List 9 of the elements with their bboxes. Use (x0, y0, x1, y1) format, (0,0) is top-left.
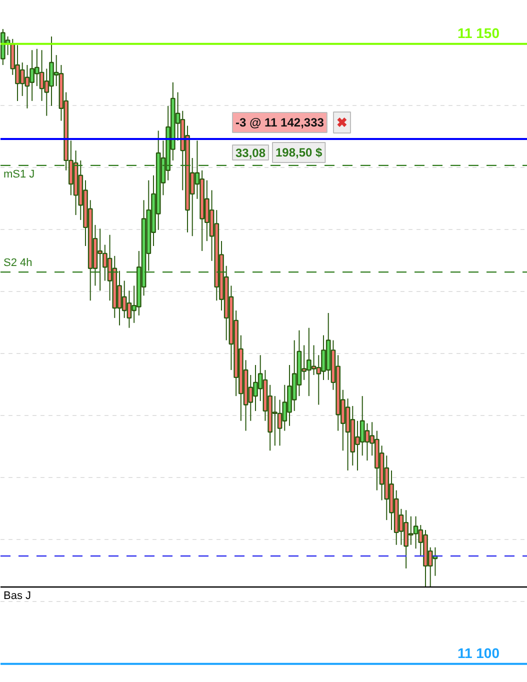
ref-line-label: 11 150 (457, 24, 500, 41)
annotation: 33,08 (236, 146, 266, 160)
ref-line-label: mS1 J (4, 168, 35, 180)
ref-line-label: Bas J (4, 590, 32, 602)
annotation: 198,50 $ (276, 146, 323, 160)
ref-line-label: S2 4h (4, 257, 32, 270)
annotation: -3 @ 11 142,333 (236, 116, 324, 130)
annotation: ✖ (336, 115, 348, 130)
ref-line-label: 11 100 (457, 644, 500, 661)
